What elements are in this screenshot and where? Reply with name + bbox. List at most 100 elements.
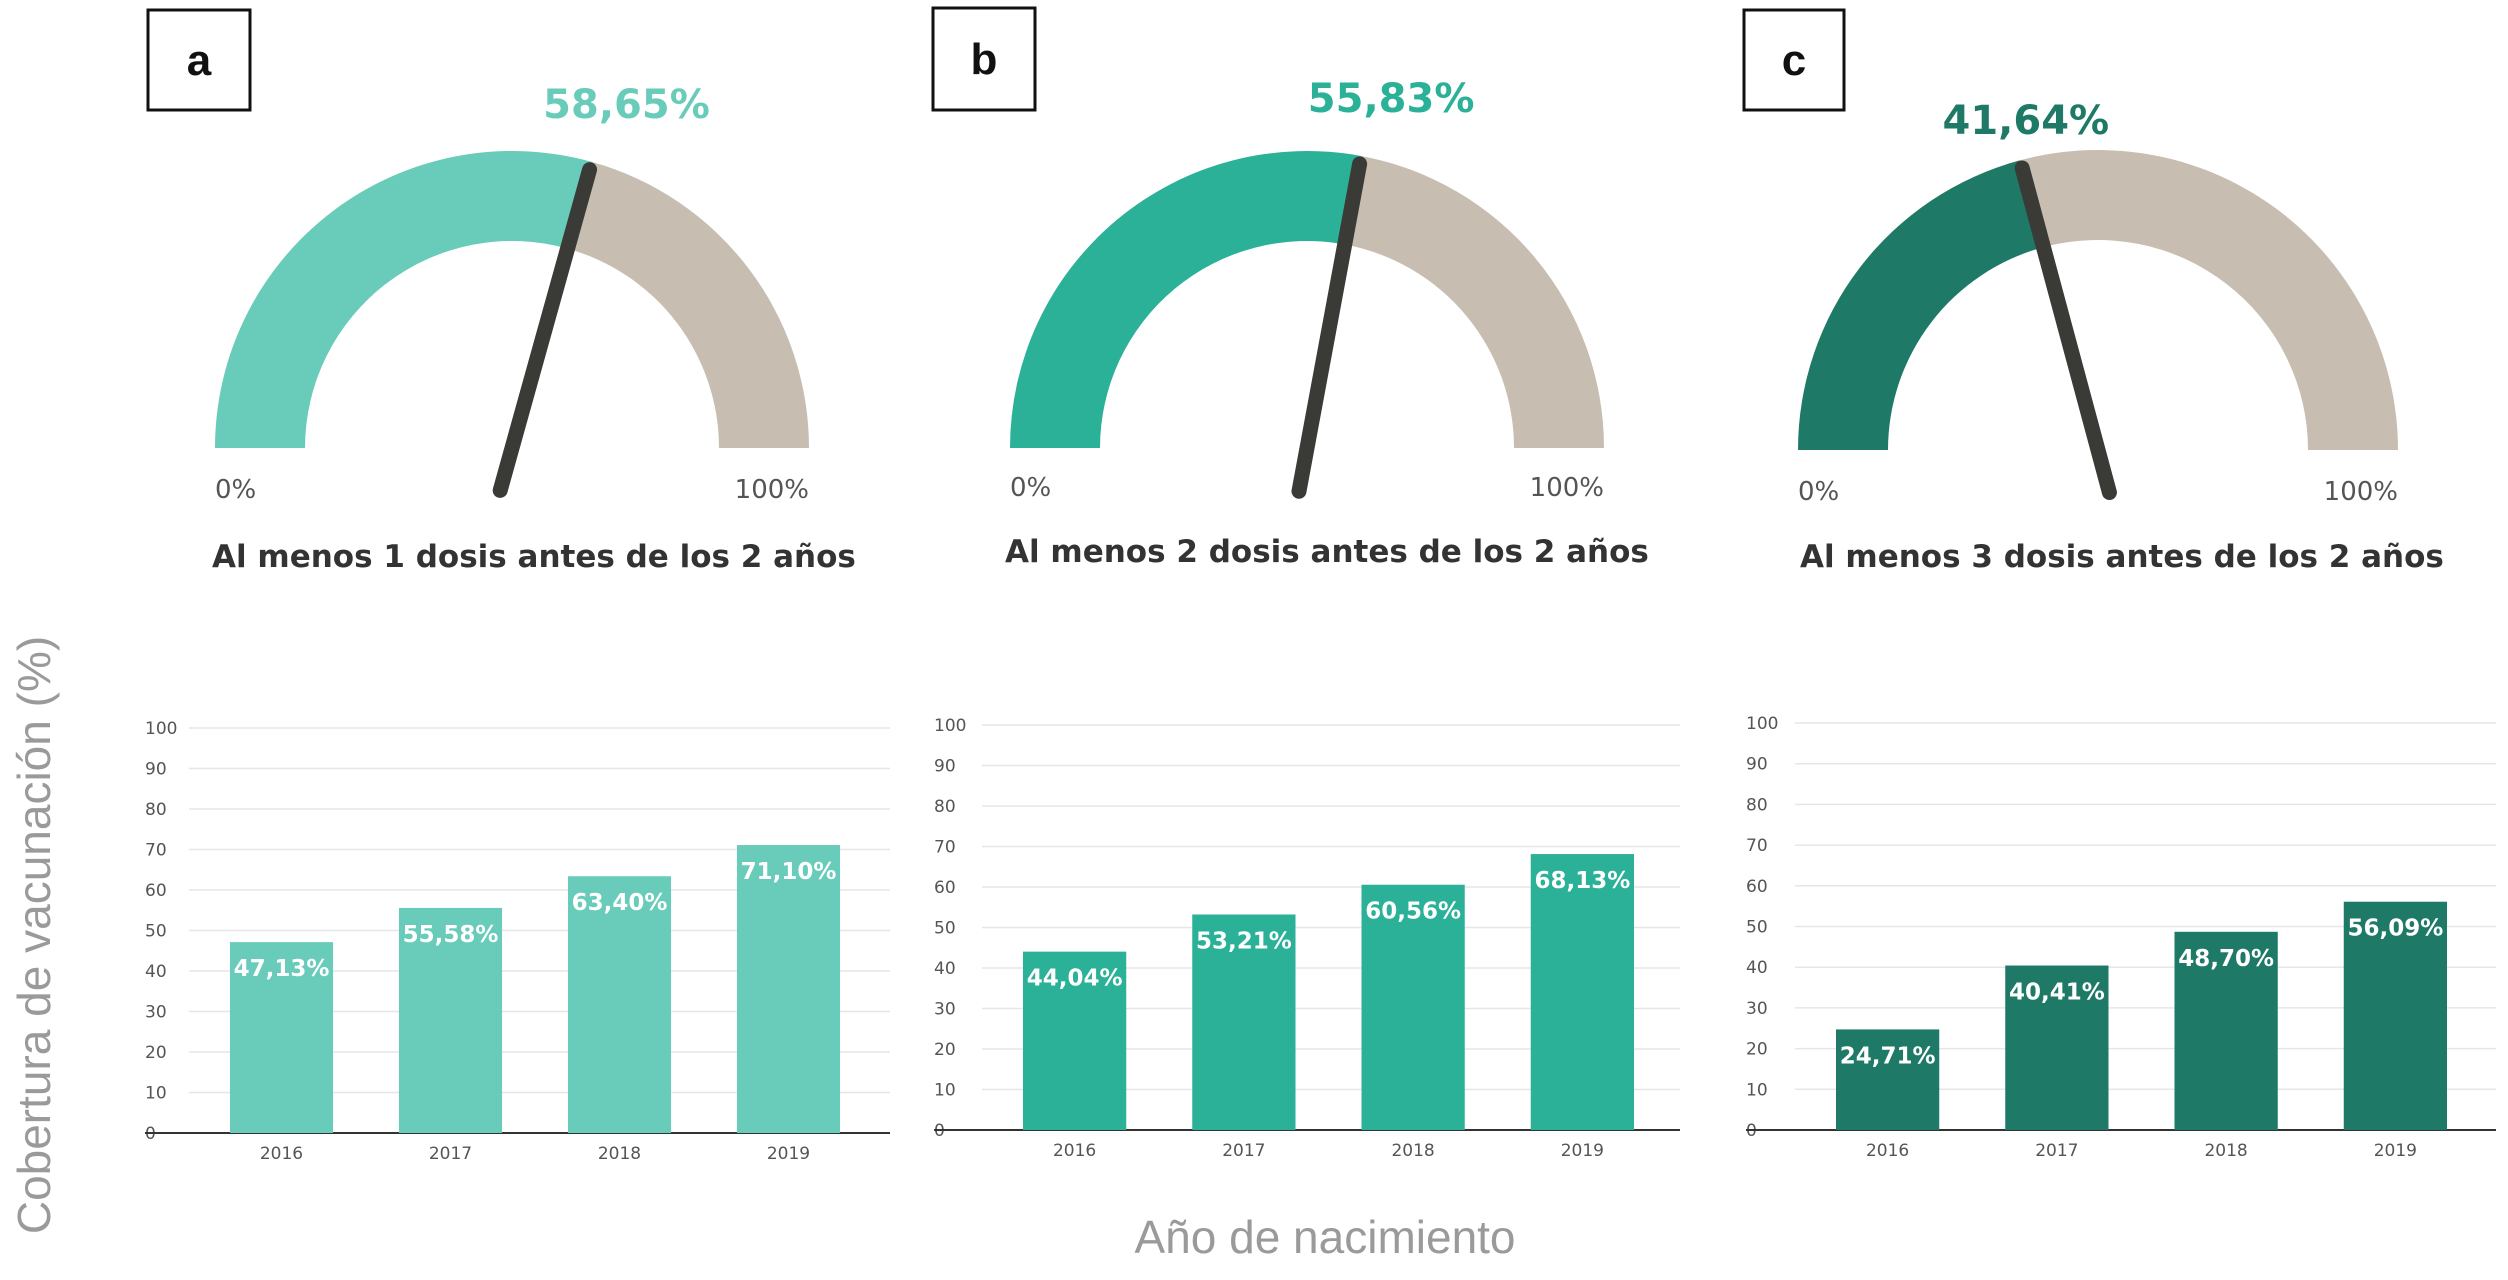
bar	[1023, 951, 1127, 1130]
gauge-min-label: 0%	[215, 475, 256, 505]
bar	[398, 907, 503, 1133]
bar	[229, 942, 334, 1133]
gauge-value-arc	[1010, 151, 1362, 449]
bar-value-label: 55,58%	[403, 922, 499, 948]
y-tick-label: 80	[145, 800, 167, 820]
x-tick-label: 2017	[1222, 1141, 1265, 1161]
gauge-value-arc	[1798, 160, 2044, 450]
panel-label-b: b	[971, 35, 998, 84]
y-tick-label: 70	[934, 838, 956, 858]
gauge-value-label: 41,64%	[1943, 98, 2110, 144]
y-tick-label: 30	[934, 1000, 956, 1020]
x-tick-label: 2016	[1866, 1141, 1909, 1161]
y-tick-label: 70	[145, 841, 167, 861]
gauge-needle	[2014, 160, 2117, 500]
gauge-track-arc	[567, 161, 809, 449]
y-tick-label: 90	[934, 757, 956, 777]
bar	[1836, 1029, 1940, 1130]
y-tick-label: 100	[145, 719, 177, 739]
x-tick-label: 2017	[429, 1144, 472, 1164]
y-tick-label: 30	[145, 1003, 167, 1023]
y-tick-label: 80	[1746, 795, 1768, 815]
y-tick-label: 20	[1746, 1040, 1768, 1060]
gauge-max-label: 100%	[735, 475, 809, 505]
gauge-caption: Al menos 3 dosis antes de los 2 años	[1800, 539, 2444, 575]
gauge-min-label: 0%	[1010, 473, 1051, 503]
y-tick-label: 40	[1746, 958, 1768, 978]
bar	[2174, 931, 2278, 1130]
bar	[567, 876, 672, 1133]
bar-value-label: 40,41%	[2009, 980, 2105, 1006]
bar-chart-b: 010203040506070809010044,04%201653,21%20…	[934, 716, 1680, 1161]
gauge-needle	[492, 162, 598, 498]
bar-value-label: 24,71%	[1840, 1043, 1936, 1069]
x-tick-label: 2016	[260, 1144, 303, 1164]
x-tick-label: 2018	[598, 1144, 641, 1164]
bar-chart-a: 010203040506070809010047,13%201655,58%20…	[145, 719, 890, 1164]
panel-label-box-a	[146, 8, 252, 112]
y-tick-label: 60	[1746, 877, 1768, 897]
x-tick-label: 2018	[1391, 1141, 1434, 1161]
y-axis-title: Cobertura de vacunación (%)	[8, 636, 60, 1234]
y-tick-label: 20	[934, 1040, 956, 1060]
bar-value-label: 53,21%	[1196, 928, 1292, 954]
y-tick-label: 40	[145, 962, 167, 982]
gauge-min-label: 0%	[1798, 477, 1839, 507]
x-tick-label: 2016	[1053, 1141, 1096, 1161]
gauge-value-label: 58,65%	[543, 82, 710, 128]
gauge-max-label: 100%	[2324, 477, 2398, 507]
bar-value-label: 63,40%	[572, 890, 668, 916]
x-tick-label: 2017	[2035, 1141, 2078, 1161]
y-tick-label: 30	[1746, 999, 1768, 1019]
y-tick-label: 60	[934, 878, 956, 898]
x-tick-label: 2018	[2204, 1141, 2247, 1161]
gauge-track-arc	[1344, 155, 1604, 448]
bar-chart-group: 010203040506070809010047,13%201655,58%20…	[145, 714, 2496, 1164]
y-tick-label: 60	[145, 881, 167, 901]
y-tick-label: 40	[934, 959, 956, 979]
bar-value-label: 48,70%	[2178, 946, 2274, 972]
y-tick-label: 20	[145, 1043, 167, 1063]
bar-value-label: 56,09%	[2347, 916, 2443, 942]
y-tick-label: 50	[1746, 918, 1768, 938]
panel-label-a: a	[187, 36, 212, 85]
gauge-track-arc	[2020, 149, 2398, 450]
gauge-caption: Al menos 1 dosis antes de los 2 años	[212, 539, 856, 575]
bar-chart-c: 010203040506070809010024,71%201640,41%20…	[1746, 714, 2496, 1161]
bar-value-label: 68,13%	[1534, 868, 1630, 894]
y-tick-label: 10	[1746, 1080, 1768, 1100]
x-tick-label: 2019	[767, 1144, 810, 1164]
gauge-b: b 55,83% 0% 100% Al menos 2 dosis antes de l…	[931, 6, 1649, 570]
y-tick-label: 10	[934, 1081, 956, 1101]
panel-label-box-c	[1742, 8, 1846, 112]
x-tick-label: 2019	[2374, 1141, 2417, 1161]
panel-label-c: c	[1782, 36, 1806, 85]
bar	[1530, 854, 1634, 1130]
bar-value-label: 71,10%	[741, 859, 837, 885]
bar-value-label: 47,13%	[234, 956, 330, 982]
y-tick-label: 100	[934, 716, 966, 736]
panel-label-box-b	[931, 6, 1037, 112]
bar-value-label: 44,04%	[1027, 966, 1123, 992]
bar	[736, 845, 841, 1133]
bar	[1192, 914, 1296, 1130]
y-tick-label: 70	[1746, 836, 1768, 856]
x-tick-label: 2019	[1561, 1141, 1604, 1161]
y-tick-label: 90	[1746, 755, 1768, 775]
y-tick-label: 50	[145, 922, 167, 942]
gauge-value-arc	[215, 150, 592, 449]
gauge-c: c 41,64% 0% 100% Al menos 3 dosis antes de l…	[1742, 8, 2444, 575]
gauge-value-label: 55,83%	[1308, 76, 1475, 122]
y-tick-label: 10	[145, 1084, 167, 1104]
gauge-group: a 58,65% 0% 100% Al menos 1 dosis antes de l…	[146, 6, 2444, 575]
gauge-a: a 58,65% 0% 100% Al menos 1 dosis antes de l…	[146, 8, 856, 575]
gauge-needle	[1291, 156, 1368, 499]
gauge-max-label: 100%	[1530, 473, 1604, 503]
y-tick-label: 100	[1746, 714, 1778, 734]
bar	[2005, 965, 2109, 1130]
x-axis-title: Año de nacimiento	[1134, 1211, 1515, 1263]
gauge-caption: Al menos 2 dosis antes de los 2 años	[1005, 534, 1649, 570]
bar	[2343, 901, 2447, 1130]
bar-value-label: 60,56%	[1365, 899, 1461, 925]
